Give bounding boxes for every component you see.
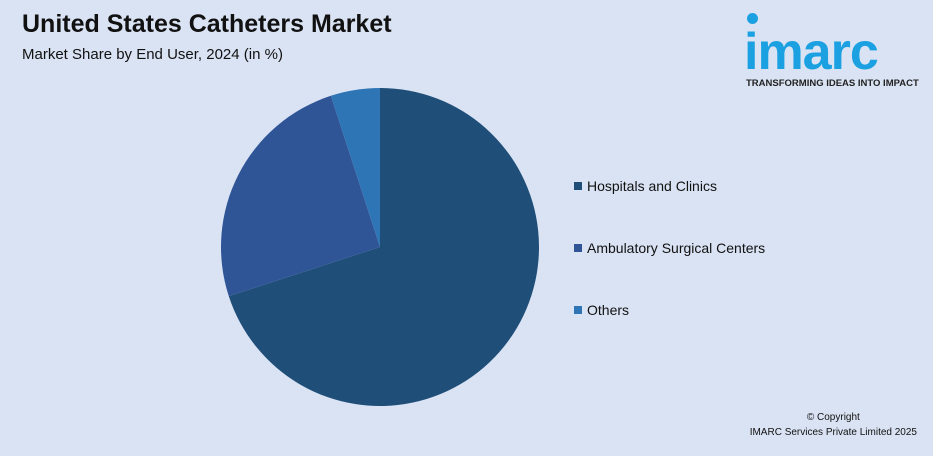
pie-slice-others xyxy=(330,88,380,247)
copyright-line2: IMARC Services Private Limited 2025 xyxy=(749,427,917,438)
logo-dot xyxy=(747,13,758,24)
legend-swatch xyxy=(574,182,582,190)
logo-word: imarc xyxy=(744,23,879,81)
pie-slice-hospitals-and-clinics xyxy=(228,88,539,406)
imarc-logo: imarc TRANSFORMING IDEAS INTO IMPACT xyxy=(744,8,924,92)
legend-label: Ambulatory Surgical Centers xyxy=(587,240,766,256)
legend-item: Ambulatory Surgical Centers xyxy=(574,240,765,256)
legend-swatch xyxy=(574,306,582,314)
pie-slice-ambulatory-surgical-centers xyxy=(221,95,380,297)
copyright-line1: © Copyright xyxy=(806,412,860,423)
legend-swatch xyxy=(574,244,582,252)
chart-subtitle: Market Share by End User, 2024 (in %) xyxy=(22,46,283,63)
legend-label: Hospitals and Clinics xyxy=(587,178,717,194)
legend-label: Others xyxy=(587,302,630,318)
copyright: © Copyright IMARC Services Private Limit… xyxy=(750,410,917,440)
logo-tagline: TRANSFORMING IDEAS INTO IMPACT xyxy=(746,78,919,89)
legend-item: Others xyxy=(574,302,629,318)
chart-title: United States Catheters Market xyxy=(22,10,392,38)
legend-item: Hospitals and Clinics xyxy=(574,178,717,194)
